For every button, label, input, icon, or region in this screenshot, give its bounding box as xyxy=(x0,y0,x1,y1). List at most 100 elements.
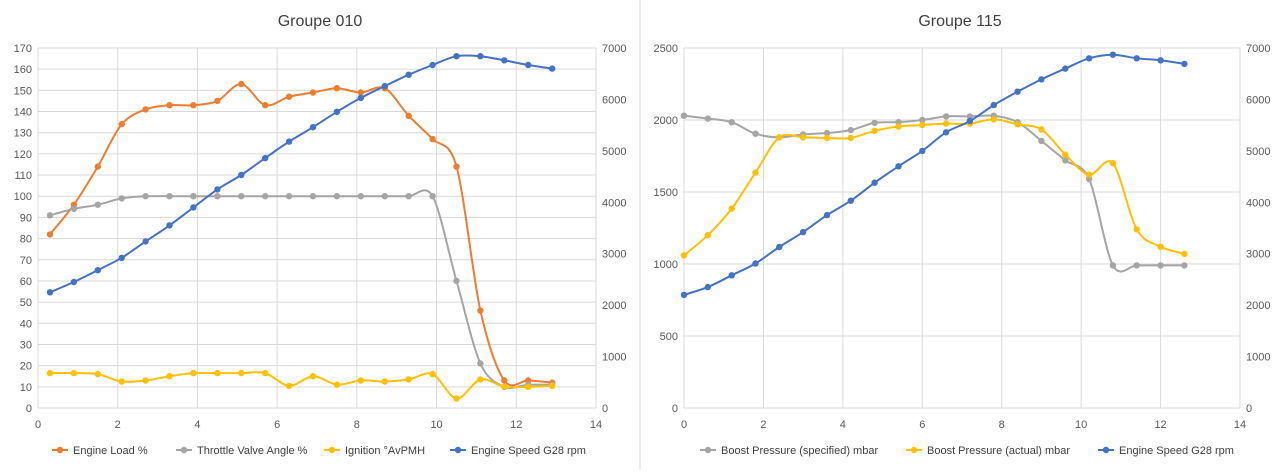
data-point xyxy=(501,57,508,64)
y-right-tick-label: 6000 xyxy=(602,94,626,106)
data-point xyxy=(190,369,197,377)
y-right-tick-label: 3000 xyxy=(602,249,626,261)
legend-entry: Engine Speed G28 rpm xyxy=(450,445,586,457)
data-point xyxy=(190,102,197,109)
data-point xyxy=(1038,137,1045,145)
x-tick-label: 6 xyxy=(274,419,280,431)
legend-label: Engine Load % xyxy=(73,445,148,457)
data-point xyxy=(405,193,412,200)
data-point xyxy=(704,115,711,122)
data-point xyxy=(895,163,902,170)
data-point xyxy=(680,112,688,119)
data-point xyxy=(1038,126,1045,133)
legend-label: Boost Pressure (actual) mbar xyxy=(927,445,1070,457)
y-right-tick-label: 0 xyxy=(602,403,608,415)
data-point xyxy=(405,71,412,78)
legend-entry: Boost Pressure (actual) mbar xyxy=(906,445,1070,457)
data-point xyxy=(333,193,341,200)
data-point xyxy=(333,108,341,116)
data-point xyxy=(1085,171,1093,178)
x-tick-label: 4 xyxy=(840,419,846,431)
x-tick-label: 2 xyxy=(115,419,121,431)
series-line xyxy=(49,83,553,387)
legend-entry: Boost Pressure (specified) mbar xyxy=(700,445,878,457)
data-point xyxy=(429,193,436,200)
data-point xyxy=(309,89,317,96)
data-point xyxy=(46,289,54,296)
data-point xyxy=(942,113,950,120)
y-left-tick-label: 2500 xyxy=(654,43,678,55)
data-point xyxy=(238,171,245,179)
series-boost-pressure-actual-mbar xyxy=(680,116,1188,259)
data-point xyxy=(704,283,711,291)
data-point xyxy=(823,129,831,137)
data-point xyxy=(214,97,221,105)
y-left-tick-label: 100 xyxy=(14,191,32,203)
legend-marker xyxy=(454,446,462,454)
data-point xyxy=(357,89,364,96)
data-point xyxy=(118,121,125,128)
legend-marker xyxy=(328,446,336,454)
data-point xyxy=(704,232,711,239)
y-right-tick-label: 2000 xyxy=(602,300,626,312)
data-point xyxy=(118,378,125,385)
y-left-tick-label: 150 xyxy=(14,85,32,97)
y-right-tick-label: 6000 xyxy=(1246,94,1270,106)
data-point xyxy=(919,116,926,124)
data-point xyxy=(776,243,783,251)
grid xyxy=(37,47,597,409)
y-right-tick-label: 7000 xyxy=(602,43,626,55)
y-left-tick-label: 20 xyxy=(20,361,32,373)
data-point xyxy=(1014,88,1021,95)
y-right-tick-label: 2000 xyxy=(1246,300,1270,312)
data-point xyxy=(1133,262,1140,269)
y-left-tick-label: 30 xyxy=(20,339,32,351)
data-point xyxy=(262,369,269,377)
y-left-tick-label: 60 xyxy=(20,276,32,288)
series-line xyxy=(49,189,553,389)
y-left-tick-label: 10 xyxy=(20,382,32,394)
y-left-tick-label: 120 xyxy=(14,149,32,161)
legend-entry: Ignition °AvPMH xyxy=(324,445,425,457)
data-point xyxy=(966,113,974,120)
data-point xyxy=(238,193,245,200)
data-point xyxy=(871,127,878,134)
data-point xyxy=(262,102,269,109)
data-point xyxy=(214,186,221,193)
data-point xyxy=(429,370,436,378)
data-point xyxy=(357,377,364,384)
chart-title: Groupe 010 xyxy=(278,13,363,30)
data-point xyxy=(429,135,436,143)
data-point xyxy=(190,193,197,200)
x-tick-label: 14 xyxy=(590,419,602,431)
data-point xyxy=(1109,160,1117,167)
legend-marker xyxy=(56,446,64,454)
x-tick-label: 10 xyxy=(430,419,442,431)
y-left-tick-label: 0 xyxy=(26,403,32,415)
series-engine-speed-g28-rpm xyxy=(46,53,556,296)
series-line xyxy=(683,53,1185,296)
grid xyxy=(683,47,1241,409)
data-point xyxy=(847,126,854,134)
legend-marker xyxy=(1102,446,1110,454)
data-point xyxy=(453,53,460,60)
data-point xyxy=(333,85,341,92)
y-right-tick-label: 5000 xyxy=(1246,146,1270,158)
data-point xyxy=(309,373,317,380)
data-point xyxy=(549,65,556,72)
data-point xyxy=(381,193,388,200)
data-point xyxy=(453,163,460,170)
data-point xyxy=(990,101,997,109)
data-point xyxy=(46,231,54,238)
legend-entry: Engine Speed G28 rpm xyxy=(1098,445,1234,457)
y-right-tick-label: 1000 xyxy=(1246,352,1270,364)
x-tick-label: 8 xyxy=(354,419,360,431)
x-tick-label: 6 xyxy=(919,419,925,431)
series-line xyxy=(49,371,553,400)
data-point xyxy=(70,278,78,286)
data-point xyxy=(895,123,902,130)
data-point xyxy=(142,377,149,384)
data-point xyxy=(453,277,460,285)
data-point xyxy=(142,106,149,113)
